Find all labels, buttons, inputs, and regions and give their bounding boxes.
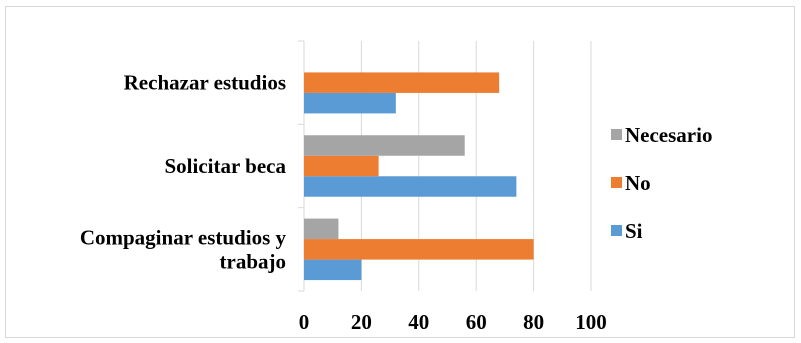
x-tick-label-20: 20 [351, 310, 372, 334]
x-tick-label-60: 60 [466, 310, 487, 334]
legend-label-necesario: Necesario [625, 123, 712, 147]
bar-si-1 [304, 176, 517, 197]
legend-label-no: No [625, 171, 651, 195]
bar-no-1 [304, 155, 379, 177]
bar-necesario-0 [304, 218, 339, 240]
category-label-1-0: Solicitar beca [164, 154, 286, 178]
category-label-0-0: Compaginar estudios y [80, 225, 287, 249]
chart-frame: Compaginar estudios y trabajo Solicitar be… [5, 6, 795, 338]
bar-no-2 [304, 72, 500, 93]
legend-swatch-no [611, 177, 622, 188]
x-tick-label-40: 40 [408, 310, 429, 334]
x-tick-label-100: 100 [575, 310, 607, 334]
bar-si-2 [304, 92, 396, 114]
bar-si-0 [304, 259, 362, 281]
x-tick-label-80: 80 [523, 310, 544, 334]
legend-swatch-necesario [611, 129, 622, 140]
x-tick-label-0: 0 [299, 310, 310, 334]
bar-necesario-1 [304, 135, 465, 156]
category-label-0-1: trabajo [220, 249, 287, 273]
category-label-2-0: Rechazar estudios [124, 71, 286, 95]
bar-no-0 [304, 239, 534, 260]
legend-swatch-si [611, 225, 622, 236]
legend-label-si: Si [625, 219, 643, 243]
